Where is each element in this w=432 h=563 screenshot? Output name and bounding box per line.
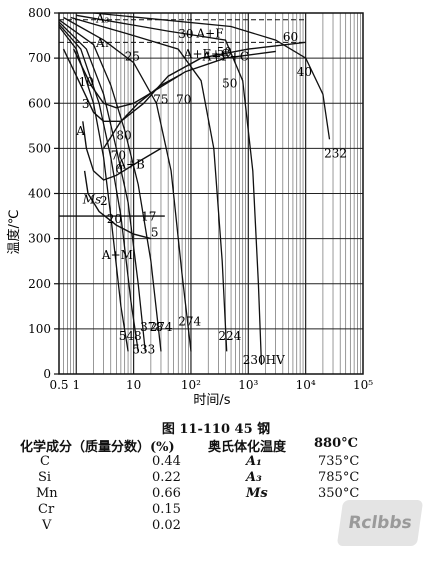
percent-label: 0 bbox=[115, 162, 123, 176]
cooling-curve bbox=[63, 16, 192, 352]
phase-label: A₃ bbox=[95, 11, 110, 25]
percent-label: 10 bbox=[79, 75, 94, 89]
y-tick-label: 300 bbox=[28, 232, 51, 246]
percent-label: 17 bbox=[141, 210, 156, 224]
param-name: A₁ bbox=[246, 454, 262, 469]
y-tick-label: 800 bbox=[28, 6, 51, 20]
phase-label: A₁ bbox=[95, 36, 109, 50]
phase-label: A+F bbox=[196, 26, 224, 40]
x-tick-label: 10⁴ bbox=[296, 378, 316, 392]
x-tick-label: 10² bbox=[181, 378, 201, 392]
cooling-curve bbox=[58, 21, 146, 352]
element-value: 0.22 bbox=[152, 470, 181, 485]
x-tick-label: 10⁵ bbox=[353, 378, 373, 392]
percent-label: 5 bbox=[151, 225, 159, 239]
element-symbol: Si bbox=[38, 470, 52, 485]
percent-label: 50 bbox=[222, 76, 237, 90]
phase-label: A+M bbox=[101, 248, 133, 262]
phase-label: A+F+C bbox=[183, 47, 230, 61]
param-name: A₃ bbox=[246, 470, 262, 485]
figure-caption: 图 11-110 45 钢 bbox=[161, 422, 271, 437]
phase-boundary bbox=[83, 170, 152, 240]
param-name: Ms bbox=[246, 486, 268, 501]
y-tick-label: 100 bbox=[28, 322, 51, 336]
percent-label: 40 bbox=[297, 65, 312, 79]
percent-label: 75 bbox=[153, 92, 168, 106]
phase-boundaries bbox=[59, 19, 306, 240]
y-tick-label: 700 bbox=[28, 51, 51, 65]
phase-boundary bbox=[103, 73, 183, 149]
percent-label: 80 bbox=[116, 128, 131, 142]
cooling-curves bbox=[58, 12, 331, 366]
element-value: 0.44 bbox=[152, 454, 181, 469]
plot-frame bbox=[54, 12, 364, 375]
x-tick-label: 0.5 bbox=[49, 378, 68, 392]
phase-boundary bbox=[72, 48, 276, 109]
cooling-curve bbox=[76, 14, 263, 366]
percent-label: 3 bbox=[82, 97, 90, 111]
percent-label: 70 bbox=[111, 149, 126, 163]
percent-label: 50 bbox=[217, 45, 232, 59]
param-value: 735°C bbox=[318, 454, 360, 469]
hardness-label: 274 bbox=[178, 314, 201, 328]
element-value: 0.66 bbox=[152, 486, 181, 501]
phase-boundary bbox=[82, 121, 162, 181]
hardness-label: 232 bbox=[324, 146, 347, 160]
cooling-curve bbox=[58, 19, 162, 352]
cooling-curve bbox=[70, 16, 228, 352]
percent-label: 2 bbox=[100, 194, 108, 208]
austenitize-temp: 880°C bbox=[314, 436, 358, 451]
austenitize-header: 奥氏体化温度 bbox=[208, 440, 287, 455]
y-tick-label: 500 bbox=[28, 141, 51, 155]
x-tick-label: 1 bbox=[72, 378, 80, 392]
phase-label: A+F+C bbox=[202, 49, 249, 63]
phase-label: Ms bbox=[82, 192, 101, 206]
param-value: 785°C bbox=[318, 470, 360, 485]
hardness-label: 230HV bbox=[243, 353, 285, 367]
y-tick-label: 600 bbox=[28, 96, 51, 110]
cooling-curve bbox=[58, 26, 129, 352]
phase-label: A+B bbox=[116, 158, 145, 172]
hardness-label: 274 bbox=[150, 320, 173, 334]
y-tick-label: 200 bbox=[28, 277, 51, 291]
cooling-curve bbox=[93, 12, 331, 140]
hardness-label: 378 bbox=[140, 320, 163, 334]
param-value: 350°C bbox=[318, 486, 360, 501]
element-symbol: Cr bbox=[38, 502, 55, 517]
percent-label: 25 bbox=[125, 49, 140, 63]
cooling-curve bbox=[58, 23, 139, 352]
composition-header: 化学成分（质量分数）(%) bbox=[20, 440, 175, 455]
element-symbol: C bbox=[40, 454, 50, 469]
phase-label: A bbox=[75, 124, 85, 138]
percent-label: 30 bbox=[178, 27, 193, 41]
phase-boundary bbox=[62, 41, 306, 122]
percent-label: 60 bbox=[283, 30, 298, 44]
hardness-label: 224 bbox=[218, 329, 241, 343]
percent-label: 70 bbox=[176, 92, 191, 106]
plot-border bbox=[58, 12, 364, 375]
element-symbol: V bbox=[42, 518, 52, 533]
x-axis-label: 时间/s bbox=[193, 393, 230, 408]
hardness-label: 548 bbox=[119, 329, 142, 343]
y-tick-label: 400 bbox=[28, 187, 51, 201]
hardness-label: 533 bbox=[132, 343, 155, 357]
element-value: 0.15 bbox=[152, 502, 181, 517]
x-tick-label: 10 bbox=[126, 378, 141, 392]
y-tick-label: 0 bbox=[43, 367, 51, 381]
y-axis-label: 温度/℃ bbox=[6, 210, 22, 255]
percent-label: 20 bbox=[107, 212, 122, 226]
watermark-logo: Rclbbs bbox=[336, 500, 424, 546]
element-value: 0.02 bbox=[152, 518, 181, 533]
x-tick-label: 10³ bbox=[238, 378, 258, 392]
element-symbol: Mn bbox=[36, 486, 58, 501]
